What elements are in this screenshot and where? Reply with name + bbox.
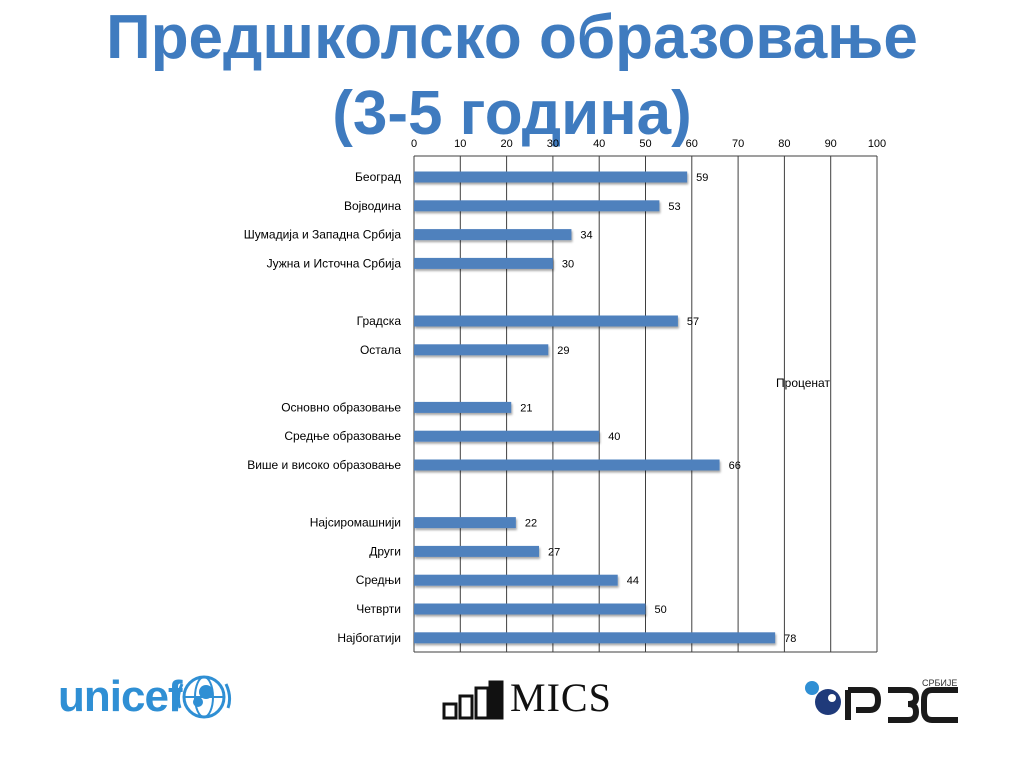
category-label: Најбогатији [337, 631, 401, 645]
category-label: Војводина [344, 199, 401, 213]
bar [414, 257, 553, 269]
mics-bars-icon [442, 680, 504, 720]
x-tick-label: 0 [411, 138, 417, 150]
data-label: 53 [668, 201, 680, 213]
bar [414, 401, 512, 413]
axis-annotation: Проценат [776, 376, 830, 390]
category-label: Више и високо образовање [247, 458, 401, 472]
unicef-emblem-icon [176, 675, 232, 719]
page-title: Предшколско образовање (3-5 година) [0, 0, 1024, 152]
bar [414, 229, 572, 241]
title-line-2: (3-5 година) [332, 79, 692, 148]
data-label: 22 [525, 518, 537, 530]
x-tick-label: 10 [454, 138, 466, 150]
category-label: Остала [360, 343, 401, 357]
category-label: Најсиромашнији [310, 516, 401, 530]
x-tick-label: 60 [686, 138, 698, 150]
x-tick-label: 80 [778, 138, 790, 150]
data-label: 34 [580, 230, 592, 242]
bar [414, 459, 720, 471]
data-label: 29 [557, 345, 569, 357]
x-tick-label: 50 [639, 138, 651, 150]
bar [414, 574, 618, 586]
bar [414, 603, 646, 615]
x-tick-label: 20 [500, 138, 512, 150]
bar [414, 171, 688, 183]
category-label: Градска [357, 314, 402, 328]
data-label: 59 [696, 172, 708, 184]
category-label: Други [369, 544, 401, 558]
x-tick-label: 70 [732, 138, 744, 150]
category-label: Београд [355, 170, 401, 184]
rzs-logo-icon [805, 681, 958, 723]
bar [414, 344, 549, 356]
data-label: 78 [784, 633, 796, 645]
data-label: 50 [655, 604, 667, 616]
mics-logo: MICS [442, 675, 612, 720]
bar [414, 517, 516, 529]
bar [414, 430, 600, 442]
title-line-1: Предшколско образовање [106, 3, 918, 72]
bar [414, 632, 776, 644]
data-label: 57 [687, 316, 699, 328]
data-label: 44 [627, 575, 639, 587]
data-label: 30 [562, 258, 574, 270]
data-label: 40 [608, 431, 620, 443]
data-label: 27 [548, 546, 560, 558]
category-label: Основно образовање [281, 400, 401, 414]
x-tick-label: 30 [547, 138, 559, 150]
mics-wordmark: MICS [510, 675, 612, 720]
rzs-subtitle: СРБИЈЕ [922, 678, 958, 688]
data-label: 66 [729, 460, 741, 472]
bar [414, 200, 660, 212]
x-tick-label: 40 [593, 138, 605, 150]
data-label: 21 [520, 402, 532, 414]
bar [414, 315, 678, 327]
rzs-logo: СРБИЈЕ [804, 676, 964, 726]
category-label: Четврти [356, 602, 401, 616]
category-label: Шумадија и Западна Србија [244, 228, 402, 242]
bar [414, 545, 540, 557]
unicef-logo: unicef [58, 672, 238, 722]
category-label: Средњи [356, 573, 401, 587]
category-label: Јужна и Источна Србија [267, 256, 402, 270]
category-label: Средње образовање [284, 429, 401, 443]
x-tick-label: 100 [868, 138, 886, 150]
x-tick-label: 90 [825, 138, 837, 150]
unicef-wordmark: unicef [58, 672, 183, 721]
